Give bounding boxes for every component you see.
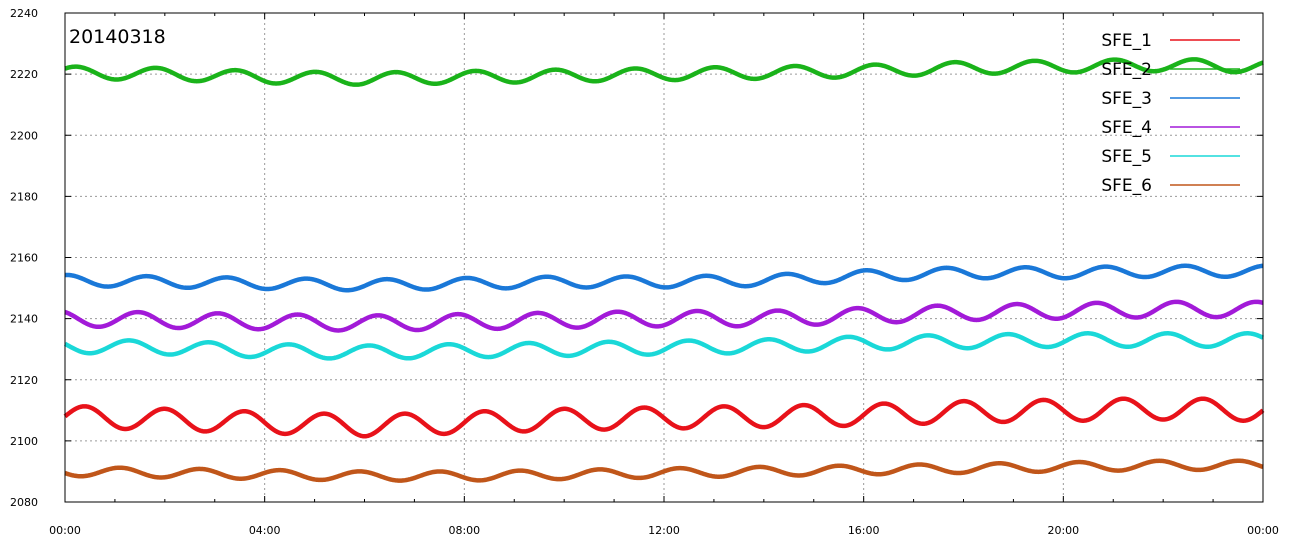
y-tick-label: 2160 <box>10 252 38 265</box>
legend-label: SFE_5 <box>1101 147 1152 167</box>
x-axis-ticks: 00:00 04:00 08:00 12:00 16:00 20:00 00:00 <box>49 13 1279 537</box>
series-line-sfe_6 <box>63 458 1265 483</box>
x-tick-label: 12:00 <box>648 524 680 537</box>
x-tick-label: 08:00 <box>448 524 480 537</box>
x-tick-label: 00:00 <box>49 524 81 537</box>
x-tick-label: 04:00 <box>249 524 281 537</box>
x-tick-label: 00:00 <box>1247 524 1279 537</box>
series-group <box>63 57 1265 483</box>
y-axis-ticks: 2080 2100 2120 2140 2160 2180 2200 2220 2240 <box>10 7 1263 509</box>
series-line-sfe_4 <box>63 299 1265 333</box>
series-line-sfe_3 <box>63 263 1265 293</box>
y-tick-label: 2140 <box>10 313 38 326</box>
legend-label: SFE_4 <box>1101 118 1152 138</box>
y-tick-label: 2200 <box>10 129 38 142</box>
y-tick-label: 2080 <box>10 496 38 509</box>
y-tick-label: 2180 <box>10 190 38 203</box>
y-tick-label: 2100 <box>10 435 38 448</box>
x-tick-label: 16:00 <box>848 524 880 537</box>
grid <box>65 13 1263 502</box>
legend-label: SFE_1 <box>1101 31 1152 51</box>
legend-label: SFE_3 <box>1101 89 1152 109</box>
x-tick-label: 20:00 <box>1047 524 1079 537</box>
legend-label: SFE_6 <box>1101 176 1152 196</box>
date-annotation: 20140318 <box>69 26 166 48</box>
legend: SFE_1 SFE_2 SFE_3 SFE_4 SFE_5 SFE_6 <box>1101 31 1240 196</box>
y-tick-label: 2220 <box>10 68 38 81</box>
legend-label: SFE_2 <box>1101 60 1152 80</box>
y-tick-label: 2240 <box>10 7 38 20</box>
y-tick-label: 2120 <box>10 374 38 387</box>
series-line-sfe_5 <box>63 331 1265 361</box>
series-line-sfe_2 <box>63 57 1265 87</box>
series-line-sfe_1 <box>63 396 1265 439</box>
